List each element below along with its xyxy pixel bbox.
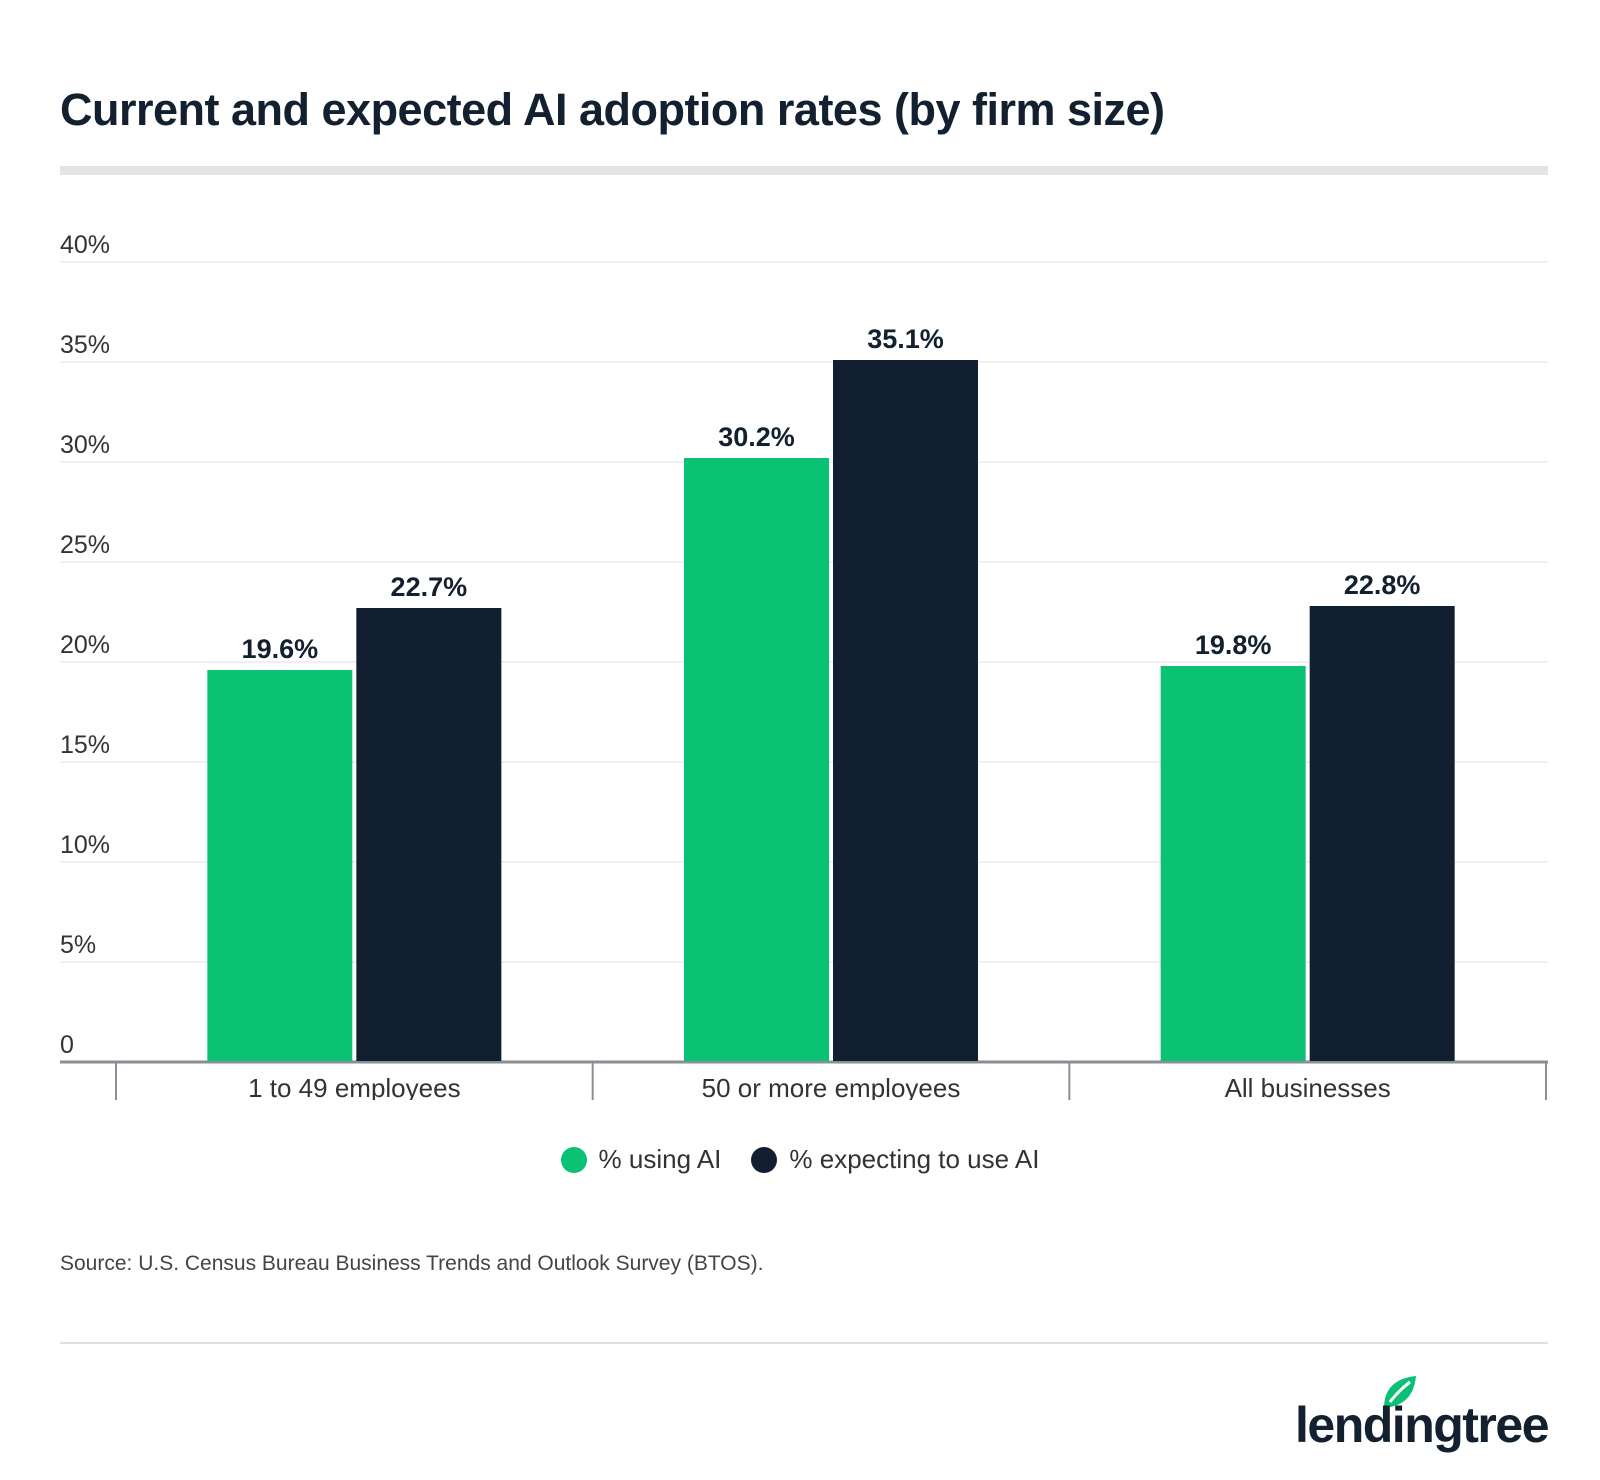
bar	[207, 670, 353, 1061]
legend-label-using: % using AI	[598, 1144, 722, 1174]
y-tick-label: 20%	[60, 631, 110, 659]
bar	[684, 458, 829, 1061]
logo-wordmark: lendingtree	[1295, 1397, 1549, 1453]
x-tick-label: 1 to 49 employees	[248, 1073, 460, 1100]
footer-divider	[60, 1342, 1548, 1344]
data-label: 19.6%	[242, 634, 319, 664]
data-label: 22.8%	[1344, 570, 1421, 600]
y-tick-label: 40%	[60, 231, 110, 259]
y-tick-label: 15%	[60, 731, 110, 759]
x-tick-label: All businesses	[1225, 1073, 1391, 1100]
legend-item-using: % using AI	[560, 1144, 722, 1175]
y-tick-label: 5%	[60, 931, 96, 959]
x-tick-label: 50 or more employees	[702, 1073, 961, 1100]
data-label: 19.8%	[1195, 630, 1272, 660]
bar	[1309, 606, 1455, 1061]
y-tick-label: 30%	[60, 431, 110, 459]
legend-swatch-expecting	[751, 1146, 778, 1173]
bar	[1160, 666, 1306, 1061]
lendingtree-logo: lendingtree	[1272, 1374, 1549, 1464]
y-tick-label: 25%	[60, 531, 110, 559]
bar-chart: 0 5% 10% 15% 20% 25% 30% 35% 40% 19.6% 22.7% 1 to 4…	[60, 231, 1548, 1100]
legend-swatch-using	[560, 1146, 587, 1173]
bar	[833, 360, 978, 1061]
leaf-icon	[1384, 1376, 1416, 1408]
bar	[356, 608, 502, 1061]
legend: % using AI % expecting to use AI	[0, 1144, 1600, 1175]
legend-label-expecting: % expecting to use AI	[789, 1144, 1040, 1174]
data-label: 22.7%	[391, 572, 468, 602]
legend-item-expecting: % expecting to use AI	[751, 1144, 1039, 1175]
y-tick-label: 10%	[60, 831, 110, 859]
y-tick-label: 0	[60, 1031, 74, 1059]
data-label: 35.1%	[867, 324, 944, 354]
page-title: Current and expected AI adoption rates (…	[60, 84, 1165, 135]
title-divider	[60, 166, 1548, 175]
data-label: 30.2%	[718, 422, 795, 452]
source-note: Source: U.S. Census Bureau Business Tren…	[60, 1252, 764, 1275]
y-tick-label: 35%	[60, 331, 110, 359]
